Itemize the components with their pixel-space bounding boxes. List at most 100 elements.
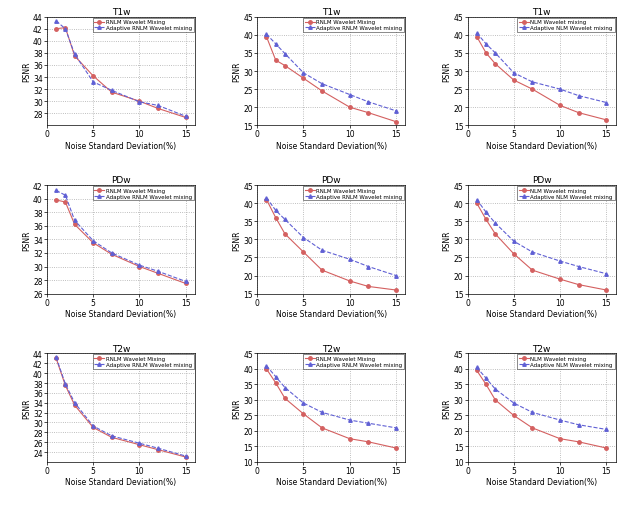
Legend: RNLM Wavelet Mixing, Adaptive RNLM Wavelet mixing: RNLM Wavelet Mixing, Adaptive RNLM Wavel…: [92, 19, 194, 33]
NLM Wavelet mixing: [575, 282, 582, 288]
Y-axis label: PSNR: PSNR: [22, 230, 31, 250]
Adaptive RNLM Wavelet mixing: [262, 363, 270, 369]
NLM Wavelet mixing: [482, 217, 490, 223]
Y-axis label: PSNR: PSNR: [22, 62, 31, 82]
RNLM Wavelet Mixing: [318, 268, 326, 274]
NLM Wavelet mixing: [529, 425, 536, 431]
Line: RNLM Wavelet Mixing: RNLM Wavelet Mixing: [265, 36, 398, 124]
Adaptive RNLM Wavelet mixing: [392, 109, 400, 115]
Adaptive NLM Wavelet mixing: [575, 264, 582, 270]
Title: PDw: PDw: [532, 176, 551, 185]
NLM Wavelet mixing: [575, 111, 582, 117]
NLM Wavelet mixing: [602, 118, 610, 124]
Adaptive NLM Wavelet mixing: [482, 210, 490, 216]
Title: T1w: T1w: [532, 8, 551, 17]
Adaptive NLM Wavelet mixing: [529, 80, 536, 86]
NLM Wavelet mixing: [491, 231, 499, 237]
Adaptive RNLM Wavelet mixing: [346, 257, 354, 263]
Line: Adaptive RNLM Wavelet mixing: Adaptive RNLM Wavelet mixing: [265, 196, 398, 278]
Adaptive RNLM Wavelet mixing: [182, 279, 189, 285]
Legend: RNLM Wavelet Mixing, Adaptive RNLM Wavelet mixing: RNLM Wavelet Mixing, Adaptive RNLM Wavel…: [92, 187, 194, 201]
Adaptive RNLM Wavelet mixing: [71, 218, 78, 224]
Y-axis label: PSNR: PSNR: [442, 397, 451, 418]
Adaptive RNLM Wavelet mixing: [136, 440, 143, 446]
Adaptive NLM Wavelet mixing: [473, 365, 481, 371]
Adaptive RNLM Wavelet mixing: [300, 71, 308, 77]
Adaptive RNLM Wavelet mixing: [364, 99, 372, 106]
RNLM Wavelet Mixing: [392, 445, 400, 451]
Adaptive NLM Wavelet mixing: [529, 410, 536, 416]
Adaptive RNLM Wavelet mixing: [62, 381, 69, 387]
Adaptive NLM Wavelet mixing: [473, 31, 481, 37]
RNLM Wavelet Mixing: [62, 25, 69, 31]
Title: T2w: T2w: [322, 344, 341, 353]
RNLM Wavelet Mixing: [89, 74, 97, 80]
Title: T1w: T1w: [322, 8, 341, 17]
RNLM Wavelet Mixing: [318, 425, 326, 431]
Legend: RNLM Wavelet Mixing, Adaptive RNLM Wavelet mixing: RNLM Wavelet Mixing, Adaptive RNLM Wavel…: [303, 19, 404, 33]
Adaptive NLM Wavelet mixing: [482, 42, 490, 48]
NLM Wavelet mixing: [602, 287, 610, 293]
Adaptive RNLM Wavelet mixing: [62, 27, 69, 33]
Adaptive NLM Wavelet mixing: [482, 375, 490, 381]
RNLM Wavelet Mixing: [346, 278, 354, 284]
X-axis label: Noise Standard Deviation(%): Noise Standard Deviation(%): [66, 141, 176, 150]
Legend: NLM Wavelet mixing, Adaptive NLM Wavelet mixing: NLM Wavelet mixing, Adaptive NLM Wavelet…: [517, 187, 614, 201]
RNLM Wavelet Mixing: [136, 264, 143, 270]
RNLM Wavelet Mixing: [154, 447, 162, 453]
Y-axis label: PSNR: PSNR: [442, 62, 451, 82]
Title: T1w: T1w: [112, 8, 130, 17]
RNLM Wavelet Mixing: [154, 271, 162, 277]
X-axis label: Noise Standard Deviation(%): Noise Standard Deviation(%): [486, 309, 597, 318]
RNLM Wavelet Mixing: [392, 119, 400, 125]
Y-axis label: PSNR: PSNR: [232, 397, 241, 418]
RNLM Wavelet Mixing: [182, 281, 189, 287]
Adaptive RNLM Wavelet mixing: [364, 420, 372, 426]
Adaptive RNLM Wavelet mixing: [108, 433, 116, 439]
RNLM Wavelet Mixing: [272, 58, 279, 64]
X-axis label: Noise Standard Deviation(%): Noise Standard Deviation(%): [276, 477, 387, 486]
Adaptive RNLM Wavelet mixing: [136, 99, 143, 106]
Adaptive RNLM Wavelet mixing: [392, 425, 400, 431]
Adaptive RNLM Wavelet mixing: [154, 269, 162, 275]
X-axis label: Noise Standard Deviation(%): Noise Standard Deviation(%): [66, 477, 176, 486]
RNLM Wavelet Mixing: [346, 436, 354, 442]
Adaptive RNLM Wavelet mixing: [364, 264, 372, 270]
RNLM Wavelet Mixing: [108, 434, 116, 440]
RNLM Wavelet Mixing: [108, 90, 116, 96]
RNLM Wavelet Mixing: [281, 231, 289, 237]
Adaptive RNLM Wavelet mixing: [281, 217, 289, 223]
Line: Adaptive NLM Wavelet mixing: Adaptive NLM Wavelet mixing: [475, 32, 608, 105]
Adaptive RNLM Wavelet mixing: [52, 19, 60, 25]
Adaptive RNLM Wavelet mixing: [272, 42, 279, 48]
RNLM Wavelet Mixing: [136, 442, 143, 448]
RNLM Wavelet Mixing: [52, 27, 60, 33]
Title: PDw: PDw: [111, 176, 131, 185]
Legend: NLM Wavelet mixing, Adaptive NLM Wavelet mixing: NLM Wavelet mixing, Adaptive NLM Wavelet…: [517, 19, 614, 33]
RNLM Wavelet Mixing: [136, 99, 143, 105]
Adaptive RNLM Wavelet mixing: [318, 410, 326, 416]
RNLM Wavelet Mixing: [346, 105, 354, 111]
Adaptive NLM Wavelet mixing: [556, 259, 564, 265]
Title: T2w: T2w: [112, 344, 130, 353]
X-axis label: Noise Standard Deviation(%): Noise Standard Deviation(%): [66, 309, 176, 318]
RNLM Wavelet Mixing: [318, 89, 326, 95]
RNLM Wavelet Mixing: [281, 64, 289, 70]
Legend: RNLM Wavelet Mixing, Adaptive RNLM Wavelet mixing: RNLM Wavelet Mixing, Adaptive RNLM Wavel…: [303, 355, 404, 369]
Adaptive NLM Wavelet mixing: [602, 100, 610, 107]
Adaptive RNLM Wavelet mixing: [71, 52, 78, 58]
RNLM Wavelet Mixing: [364, 111, 372, 117]
Adaptive NLM Wavelet mixing: [602, 427, 610, 433]
Adaptive RNLM Wavelet mixing: [108, 88, 116, 94]
Line: RNLM Wavelet Mixing: RNLM Wavelet Mixing: [54, 357, 188, 459]
Title: T2w: T2w: [532, 344, 551, 353]
Adaptive NLM Wavelet mixing: [575, 422, 582, 428]
Adaptive RNLM Wavelet mixing: [392, 273, 400, 279]
Adaptive RNLM Wavelet mixing: [281, 385, 289, 391]
RNLM Wavelet Mixing: [300, 76, 308, 82]
Line: Adaptive RNLM Wavelet mixing: Adaptive RNLM Wavelet mixing: [54, 356, 188, 458]
Adaptive RNLM Wavelet mixing: [136, 263, 143, 269]
RNLM Wavelet Mixing: [89, 425, 97, 431]
RNLM Wavelet Mixing: [281, 395, 289, 401]
NLM Wavelet mixing: [575, 439, 582, 445]
